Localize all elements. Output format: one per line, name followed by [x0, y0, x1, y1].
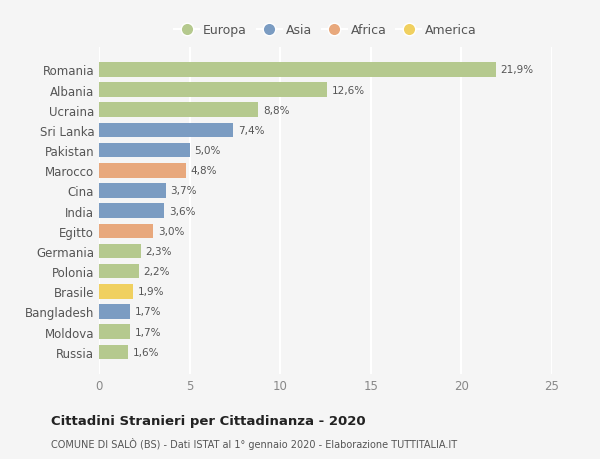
- Legend: Europa, Asia, Africa, America: Europa, Asia, Africa, America: [172, 22, 479, 40]
- Bar: [99, 144, 190, 158]
- Bar: [99, 164, 186, 178]
- Text: 3,0%: 3,0%: [158, 226, 184, 236]
- Bar: [99, 345, 128, 359]
- Bar: [99, 244, 140, 258]
- Text: 5,0%: 5,0%: [194, 146, 221, 156]
- Text: 1,9%: 1,9%: [138, 287, 164, 297]
- Text: 7,4%: 7,4%: [238, 126, 264, 135]
- Text: 12,6%: 12,6%: [332, 85, 365, 95]
- Text: 1,6%: 1,6%: [133, 347, 159, 357]
- Bar: [99, 224, 154, 239]
- Text: 1,7%: 1,7%: [134, 327, 161, 337]
- Text: 21,9%: 21,9%: [500, 65, 533, 75]
- Bar: [99, 63, 496, 78]
- Text: 2,3%: 2,3%: [145, 246, 172, 257]
- Bar: [99, 285, 133, 299]
- Bar: [99, 184, 166, 198]
- Text: 3,7%: 3,7%: [170, 186, 197, 196]
- Text: 3,6%: 3,6%: [169, 206, 195, 216]
- Text: 2,2%: 2,2%: [143, 267, 170, 276]
- Text: 1,7%: 1,7%: [134, 307, 161, 317]
- Bar: [99, 325, 130, 339]
- Bar: [99, 103, 259, 118]
- Text: 8,8%: 8,8%: [263, 106, 289, 116]
- Bar: [99, 264, 139, 279]
- Text: Cittadini Stranieri per Cittadinanza - 2020: Cittadini Stranieri per Cittadinanza - 2…: [51, 414, 365, 428]
- Text: COMUNE DI SALÒ (BS) - Dati ISTAT al 1° gennaio 2020 - Elaborazione TUTTITALIA.IT: COMUNE DI SALÒ (BS) - Dati ISTAT al 1° g…: [51, 437, 457, 449]
- Bar: [99, 83, 328, 98]
- Bar: [99, 304, 130, 319]
- Text: 4,8%: 4,8%: [191, 166, 217, 176]
- Bar: [99, 123, 233, 138]
- Bar: [99, 204, 164, 218]
